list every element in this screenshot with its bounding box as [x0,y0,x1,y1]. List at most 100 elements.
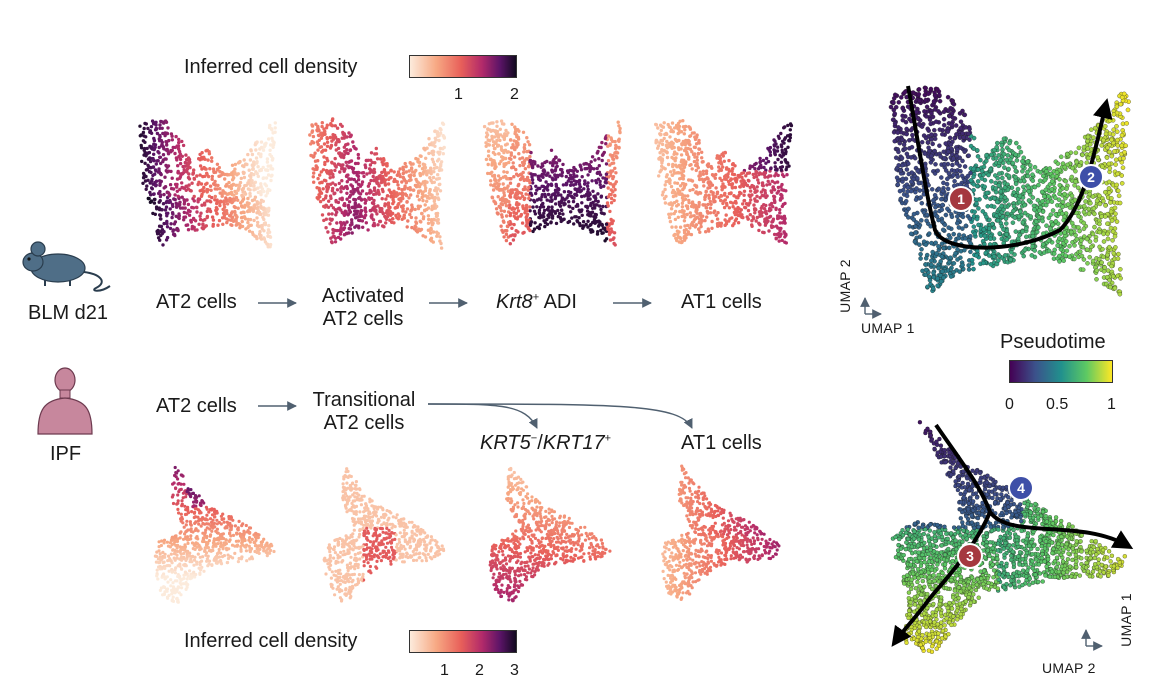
cell-point [781,188,786,192]
cell-point [270,544,274,548]
cell-point [776,157,780,162]
cell-point [751,216,756,221]
cell-point [671,194,676,199]
cell-point [600,140,604,145]
cell-point [403,161,407,166]
cell-point [160,120,165,124]
cell-point [436,217,440,222]
cell-point [670,140,674,144]
cell-point [415,558,419,562]
cell-point [366,561,370,565]
cell-point [333,133,337,138]
cell-point [484,157,489,162]
cell-point [726,179,731,184]
cell-point [691,223,695,228]
cell-point [694,208,698,212]
cell-point [500,213,504,217]
cell-point [237,519,241,524]
cell-point [543,224,547,229]
cell-point [368,540,373,544]
cell-point [685,152,690,157]
cell-point [248,158,253,162]
cell-point [706,202,710,207]
cell-point [418,171,422,176]
cell-point [248,223,252,228]
cell-point [261,165,265,170]
cell-point [660,124,664,128]
cell-point [719,162,724,166]
cell-point [522,150,526,154]
cell-point [486,127,490,131]
cell-point [402,177,406,181]
cell-point [733,219,737,223]
cell-point [669,207,674,211]
cell-point [525,136,529,140]
cell-point [372,532,376,536]
cell-point [496,143,501,147]
cell-point [437,197,441,202]
cell-point [207,150,211,154]
cell-point [255,216,259,220]
cell-point [604,222,609,226]
cell-point [716,211,720,215]
cell-point [533,162,537,166]
cell-point [384,545,388,549]
cell-point [189,218,193,223]
cell-point [213,194,217,199]
cell-point [229,223,233,227]
cell-point [778,208,782,212]
cell-point [706,211,710,215]
cell-point [432,170,436,174]
cell-point [597,164,601,168]
cell-point [164,120,169,125]
cell-point [679,176,683,180]
cell-point [498,127,502,131]
cell-point [212,507,216,511]
cell-point [742,171,746,175]
cell-point [242,215,247,219]
cell-point [173,197,177,202]
cell-point [141,181,145,185]
cell-point [312,180,316,184]
cell-point [504,156,508,161]
cell-point [265,168,269,172]
cell-point [742,193,746,197]
cell-point [759,209,763,214]
cell-point [710,183,715,187]
cell-point [266,164,270,168]
cell-point [204,505,208,509]
cell-point [514,191,518,196]
cell-point [678,119,682,124]
cell-point [533,221,537,225]
cell-point [600,158,604,163]
cell-point [371,174,375,179]
cell-point [384,531,388,535]
cell-point [364,522,368,527]
cell-point [251,184,256,188]
cell-point [695,161,699,166]
cell-point [206,564,210,568]
cell-point [414,216,418,220]
cell-point [392,179,396,184]
cell-point [175,177,180,181]
cell-point [226,192,230,196]
cell-point [669,184,674,189]
cell-point [372,205,377,209]
cell-point [788,136,792,140]
cell-point [584,162,589,166]
cell-point [512,214,516,218]
cell-point [416,160,421,164]
cell-point [493,178,497,182]
cell-point [436,553,440,557]
cell-point [363,213,368,217]
cell-point [186,541,190,546]
cell-point [246,529,250,533]
cell-point [162,230,166,234]
cell-point [433,197,437,201]
cell-point [335,587,339,591]
cell-point [723,185,727,189]
cell-point [384,197,388,201]
cell-point [529,150,533,155]
cell-point [230,210,234,214]
cell-point [765,183,769,187]
